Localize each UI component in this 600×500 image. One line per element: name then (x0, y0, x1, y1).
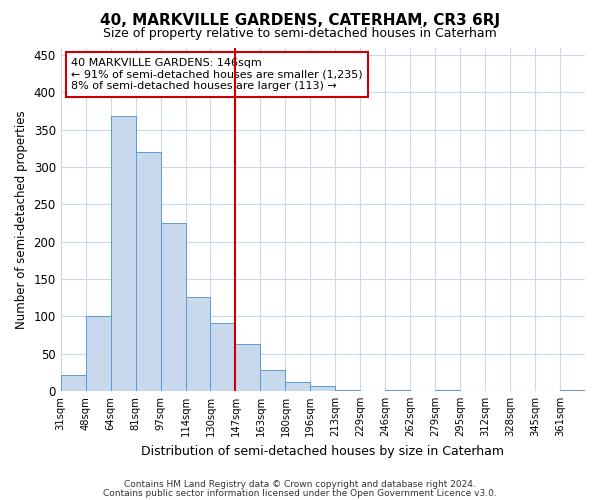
Bar (185, 297, 211, 391)
Bar (136, 152, 161, 391)
Text: Size of property relative to semi-detached houses in Caterham: Size of property relative to semi-detach… (103, 28, 497, 40)
Text: 40 MARKVILLE GARDENS: 146sqm
← 91% of semi-detached houses are smaller (1,235)
8: 40 MARKVILLE GARDENS: 146sqm ← 91% of se… (71, 58, 363, 91)
Bar (286, 382, 310, 391)
Text: Contains HM Land Registry data © Crown copyright and database right 2024.: Contains HM Land Registry data © Crown c… (124, 480, 476, 489)
Bar (310, 386, 335, 391)
Bar (161, 223, 185, 391)
Bar (110, 116, 136, 391)
X-axis label: Distribution of semi-detached houses by size in Caterham: Distribution of semi-detached houses by … (142, 444, 505, 458)
Bar (211, 323, 235, 391)
Bar (61, 374, 86, 391)
Bar (86, 316, 110, 391)
Bar (385, 390, 410, 391)
Y-axis label: Number of semi-detached properties: Number of semi-detached properties (15, 110, 28, 328)
Bar (435, 390, 460, 391)
Bar (260, 370, 286, 391)
Bar (335, 390, 360, 391)
Text: Contains public sector information licensed under the Open Government Licence v3: Contains public sector information licen… (103, 488, 497, 498)
Bar (235, 344, 260, 391)
Bar (560, 390, 585, 391)
Text: 40, MARKVILLE GARDENS, CATERHAM, CR3 6RJ: 40, MARKVILLE GARDENS, CATERHAM, CR3 6RJ (100, 12, 500, 28)
